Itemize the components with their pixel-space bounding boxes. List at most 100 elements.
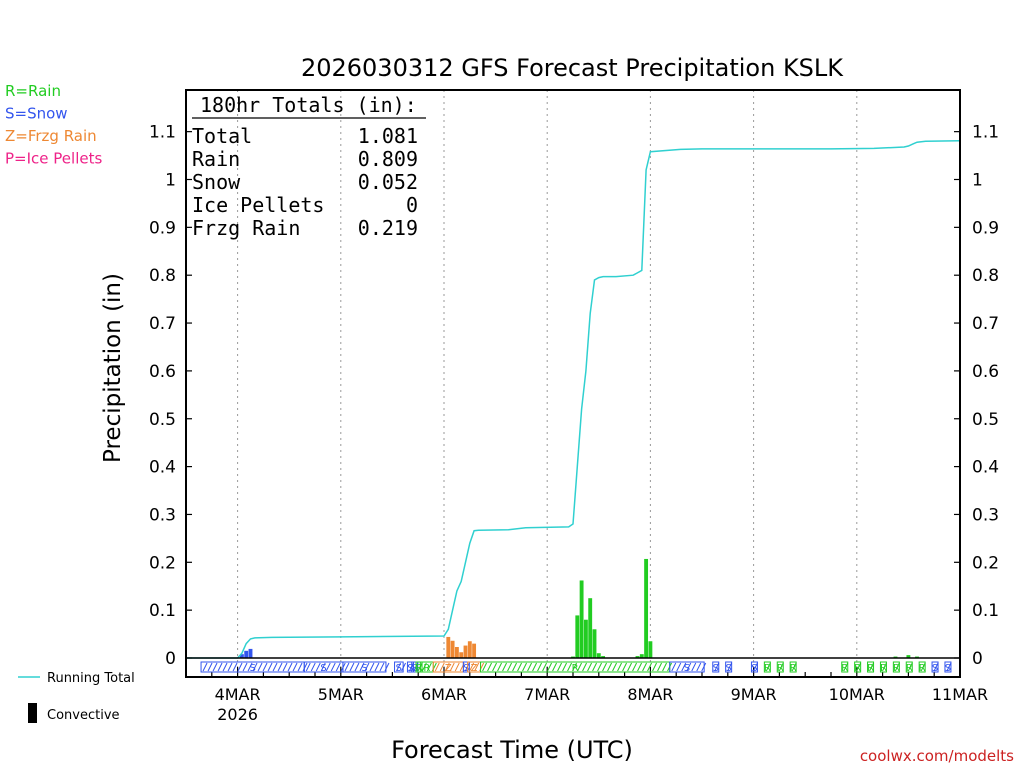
- ptype-strip-hatch: [933, 662, 939, 672]
- ptype-strip-hatch: [507, 662, 512, 672]
- ptype-strip-hatch: [421, 662, 427, 672]
- ptype-strip-hatch: [791, 662, 797, 672]
- ptype-strip-hatch: [212, 662, 218, 672]
- y-tick-label-left: 1.1: [149, 123, 176, 143]
- y-tick-label-right: 0.7: [972, 314, 999, 334]
- x-tick-label: 4MAR: [215, 685, 261, 704]
- y-tick-label-right: 0.1: [972, 601, 999, 621]
- ptype-strip-segment: [712, 661, 720, 673]
- ptype-strip-hatch: [257, 662, 263, 672]
- ptype-strip-hatch: [627, 662, 632, 672]
- y-tick-label-right: 0: [972, 649, 983, 669]
- ptype-strip-hatch: [354, 662, 360, 672]
- ptype-strip-hatch: [512, 662, 517, 672]
- y-tick-label-left: 0.3: [149, 505, 176, 525]
- chart-title: 2026030312 GFS Forecast Precipitation KS…: [301, 54, 844, 82]
- ptype-strip-hatch: [325, 662, 331, 672]
- totals-row-label: Total: [192, 124, 252, 148]
- ptype-strip-letter: S: [396, 663, 402, 674]
- precip-bars: [239, 558, 919, 658]
- ptype-strip-hatch: [202, 662, 208, 672]
- ptype-strip-hatch: [374, 662, 380, 672]
- ptype-strip-letter: R: [880, 663, 887, 674]
- ptype-strip-letter: R: [777, 663, 784, 674]
- ptype-strip-hatch: [469, 662, 475, 672]
- x-tick-label: 9MAR: [731, 685, 777, 704]
- ptype-strip-segment: [342, 661, 387, 673]
- y-axis-label: Precipitation (in): [100, 273, 126, 463]
- ptype-strip-hatch: [894, 662, 900, 672]
- ptype-strip-letter: R: [764, 663, 771, 674]
- ptype-strip-hatch: [652, 662, 657, 672]
- ptype-strip-hatch: [434, 662, 440, 672]
- y-tick-label-left: 0.6: [149, 362, 176, 382]
- x-tick-label: 11MAR: [932, 685, 988, 704]
- ptype-strip-hatch: [330, 662, 336, 672]
- ptype-strip-hatch: [577, 662, 582, 672]
- ptype-strip-hatch: [492, 662, 497, 672]
- precip-bar: [583, 619, 588, 658]
- ptype-strip-letter: R: [572, 663, 579, 674]
- ptype-strip-hatch: [232, 662, 238, 672]
- y-tick-label-left: 0.5: [149, 410, 176, 430]
- totals-row-label: Snow: [192, 170, 241, 194]
- ptype-strip-letter: S: [751, 663, 757, 674]
- ptype-strip-hatch: [527, 662, 532, 672]
- convective-legend-label: Convective: [47, 708, 120, 723]
- ptype-strip-hatch: [262, 662, 268, 672]
- ptype-strip-hatch: [454, 662, 460, 672]
- totals-header: 180hr Totals (in):: [200, 93, 417, 117]
- ptype-strip-hatch: [882, 662, 887, 672]
- ptype-strip-letter: Z: [445, 663, 452, 674]
- ptype-strip-letter: R: [416, 663, 423, 674]
- ptype-strip-hatch: [247, 662, 253, 672]
- ptype-strip-letter: R: [854, 663, 861, 674]
- ptype-strip-hatch: [292, 662, 298, 672]
- precip-bar: [588, 598, 593, 658]
- ptype-strip: S S S S SSR R Z S Z R S S S S R R R R R R R R R R S S: [200, 661, 952, 674]
- plot-frame: [185, 89, 961, 678]
- totals-row-label: Rain: [192, 147, 240, 171]
- ptype-strip-segment: [879, 661, 887, 673]
- ptype-strip-hatch: [237, 662, 243, 672]
- ptype-strip-letter: S: [713, 663, 719, 674]
- ptype-strip-segment: [411, 661, 419, 673]
- precip-bar: [596, 653, 601, 658]
- totals-row-label: Ice Pellets: [192, 193, 324, 217]
- ptype-strip-letter: S: [725, 663, 731, 674]
- ptype-strip-segment: [841, 661, 849, 673]
- ptype-strip-hatch: [582, 662, 587, 672]
- ptype-strip-letter: S: [684, 663, 690, 674]
- ptype-strip-hatch: [379, 662, 385, 672]
- x-tick-label: 8MAR: [627, 685, 673, 704]
- totals-row-label: Frzg Rain: [192, 216, 300, 240]
- ptype-strip-hatch: [474, 662, 480, 672]
- ptype-strip-segment: [918, 661, 926, 673]
- ptype-strip-segment: [867, 661, 875, 673]
- ptype-strip-letter: S: [320, 663, 326, 674]
- gridlines: [237, 90, 858, 677]
- totals-row-value: 0.809: [358, 147, 418, 171]
- ptype-strip-hatch: [557, 662, 562, 672]
- ptype-strip-hatch: [607, 662, 612, 672]
- ptype-strip-hatch: [252, 662, 258, 672]
- ptype-strip-hatch: [287, 662, 293, 672]
- ptype-strip-segment: [931, 661, 939, 673]
- ptype-strip-hatch: [547, 662, 552, 672]
- ptype-strip-letter: R: [867, 663, 874, 674]
- ptype-strip-hatch: [487, 662, 492, 672]
- precip-bar: [639, 654, 644, 658]
- precip-bar: [644, 558, 649, 658]
- precip-bar: [592, 629, 597, 658]
- y-tick-label-right: 0.9: [972, 218, 999, 238]
- ptype-strip-segment: [944, 661, 952, 673]
- ptype-strip-hatch: [602, 662, 607, 672]
- x-tick-label: 5MAR: [318, 685, 364, 704]
- ptype-strip-hatch: [335, 662, 341, 672]
- ptype-strip-letter: Z: [471, 663, 478, 674]
- ptype-strip-letter: S: [361, 663, 367, 674]
- ptype-strip-letter: R: [893, 663, 900, 674]
- ptype-strip-hatch: [532, 662, 537, 672]
- precip-bar: [239, 654, 244, 658]
